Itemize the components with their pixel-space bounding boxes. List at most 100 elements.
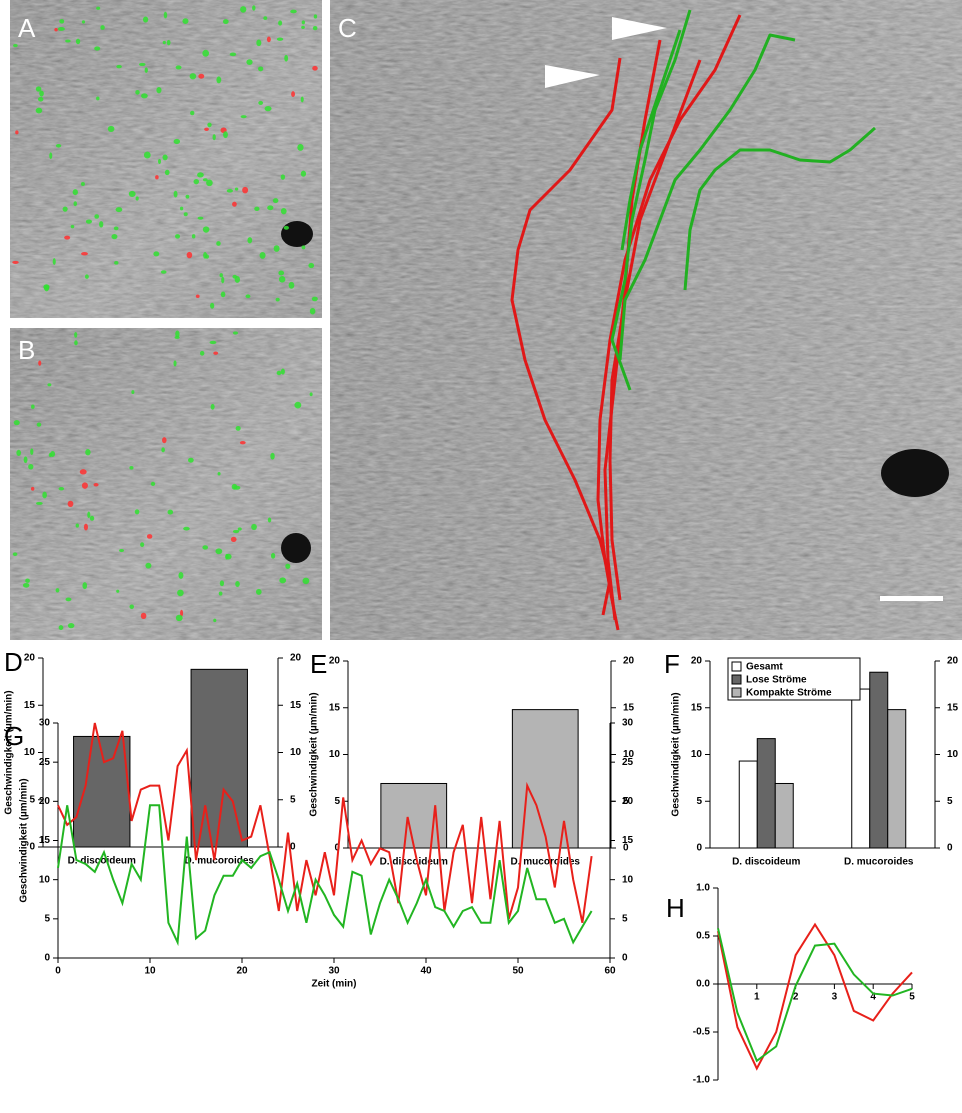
y-tick-label: 30 bbox=[39, 718, 51, 729]
cell bbox=[245, 294, 250, 298]
cell bbox=[313, 26, 318, 30]
cell bbox=[13, 552, 18, 556]
x-tick-label: 5 bbox=[909, 992, 915, 1003]
panel-letter: D bbox=[4, 647, 23, 677]
cell bbox=[252, 5, 255, 10]
bar bbox=[775, 783, 793, 848]
y2-tick-label: 10 bbox=[947, 749, 959, 760]
cell bbox=[116, 207, 123, 212]
x-tick-label: D. mucoroides bbox=[844, 857, 914, 868]
cell bbox=[183, 527, 190, 531]
cell bbox=[242, 187, 248, 194]
cell bbox=[270, 453, 274, 460]
cell bbox=[151, 482, 155, 486]
cell bbox=[147, 534, 152, 539]
x-tick-label: 50 bbox=[512, 966, 524, 977]
cell bbox=[225, 554, 231, 560]
image-c bbox=[330, 0, 962, 640]
cell bbox=[190, 111, 194, 116]
y-tick-label: 5 bbox=[696, 796, 702, 807]
cell bbox=[312, 66, 318, 71]
cell bbox=[136, 196, 139, 200]
y-axis-label: Geschwindigkeit (µm/min) bbox=[4, 690, 15, 814]
cell bbox=[58, 27, 65, 31]
cell bbox=[14, 420, 20, 425]
cell bbox=[31, 404, 35, 408]
cell bbox=[251, 524, 257, 530]
cell bbox=[301, 26, 305, 29]
y-tick-label: 20 bbox=[24, 653, 36, 664]
y2-tick-label: 10 bbox=[622, 874, 634, 885]
series-line bbox=[58, 723, 592, 923]
series-line bbox=[58, 805, 592, 942]
cell bbox=[219, 592, 223, 596]
cell bbox=[203, 226, 210, 232]
cell bbox=[178, 572, 183, 579]
y-tick-label: 0.5 bbox=[696, 931, 710, 942]
cell bbox=[219, 273, 222, 277]
cell bbox=[216, 241, 221, 246]
cell bbox=[16, 450, 21, 456]
dark-spot bbox=[281, 533, 311, 563]
legend-label: Lose Ströme bbox=[746, 675, 807, 686]
cell bbox=[204, 128, 209, 131]
cell bbox=[174, 191, 178, 198]
x-tick-label: 60 bbox=[604, 966, 616, 977]
cell bbox=[213, 134, 216, 140]
x-tick-label: 20 bbox=[236, 966, 248, 977]
image-b bbox=[10, 328, 322, 640]
cell bbox=[235, 276, 240, 283]
cell bbox=[302, 245, 306, 249]
cell bbox=[15, 130, 18, 134]
x-tick-label: 3 bbox=[832, 992, 838, 1003]
cell bbox=[207, 123, 211, 128]
cell bbox=[80, 469, 87, 474]
y2-tick-label: 20 bbox=[622, 796, 634, 807]
panel-letter: A bbox=[18, 13, 36, 43]
cell bbox=[87, 512, 90, 519]
cell bbox=[256, 39, 261, 46]
bar bbox=[739, 761, 757, 848]
cell bbox=[310, 392, 313, 396]
cell bbox=[200, 351, 204, 356]
cell bbox=[74, 332, 77, 338]
cell bbox=[143, 16, 148, 22]
cell bbox=[210, 303, 214, 309]
y2-tick-label: 15 bbox=[623, 702, 635, 713]
cell bbox=[240, 441, 246, 444]
cell bbox=[74, 340, 78, 345]
cell bbox=[297, 144, 303, 151]
cell bbox=[290, 10, 297, 14]
cell bbox=[302, 20, 305, 24]
cell bbox=[23, 583, 29, 588]
cell bbox=[302, 578, 309, 585]
cell bbox=[135, 90, 139, 95]
cell bbox=[273, 198, 279, 203]
cell bbox=[84, 524, 88, 531]
cell bbox=[135, 509, 140, 514]
cell bbox=[36, 502, 43, 505]
cell bbox=[82, 482, 88, 488]
bar bbox=[757, 739, 775, 848]
cell bbox=[233, 486, 240, 490]
x-tick-label: D. discoideum bbox=[732, 857, 800, 868]
y-tick-label: -1.0 bbox=[693, 1075, 711, 1086]
cell bbox=[188, 458, 194, 463]
cell bbox=[56, 588, 60, 592]
figure: A B C DGeschwindigkeit (µm/min)051015200… bbox=[0, 0, 962, 1113]
y2-tick-label: 0 bbox=[947, 843, 953, 854]
cell bbox=[38, 360, 41, 365]
cell bbox=[235, 581, 240, 587]
cell bbox=[289, 282, 295, 289]
cell bbox=[71, 225, 75, 229]
y2-tick-label: 15 bbox=[947, 702, 959, 713]
cell bbox=[96, 7, 100, 10]
y-tick-label: 20 bbox=[329, 656, 341, 667]
cell bbox=[119, 549, 124, 552]
legend-label: Kompakte Ströme bbox=[746, 688, 832, 699]
cell bbox=[158, 159, 161, 164]
y2-tick-label: 25 bbox=[622, 757, 634, 768]
cell bbox=[85, 449, 90, 455]
cell bbox=[198, 74, 204, 79]
cell bbox=[164, 12, 167, 19]
